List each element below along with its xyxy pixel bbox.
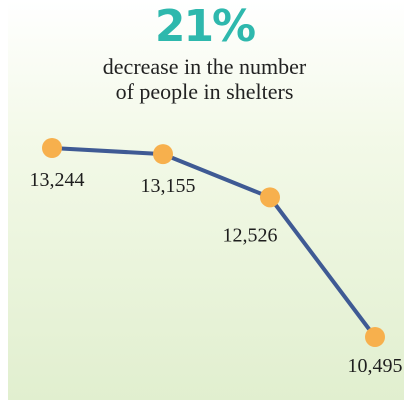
data-point-marker [365, 327, 385, 347]
series-line [50, 146, 377, 339]
data-point-marker [42, 138, 62, 158]
data-label: 13,155 [141, 175, 196, 197]
data-label: 10,495 [348, 355, 403, 377]
subtitle-line-2: of people in shelters [115, 79, 294, 104]
headline-percent: 21% [154, 1, 256, 52]
data-label: 13,244 [30, 169, 85, 191]
data-label: 12,526 [223, 224, 278, 246]
chart-background [8, 0, 404, 400]
data-point-marker [153, 144, 173, 165]
data-point-marker [260, 187, 280, 208]
subtitle-line-1: decrease in the number [102, 54, 307, 79]
